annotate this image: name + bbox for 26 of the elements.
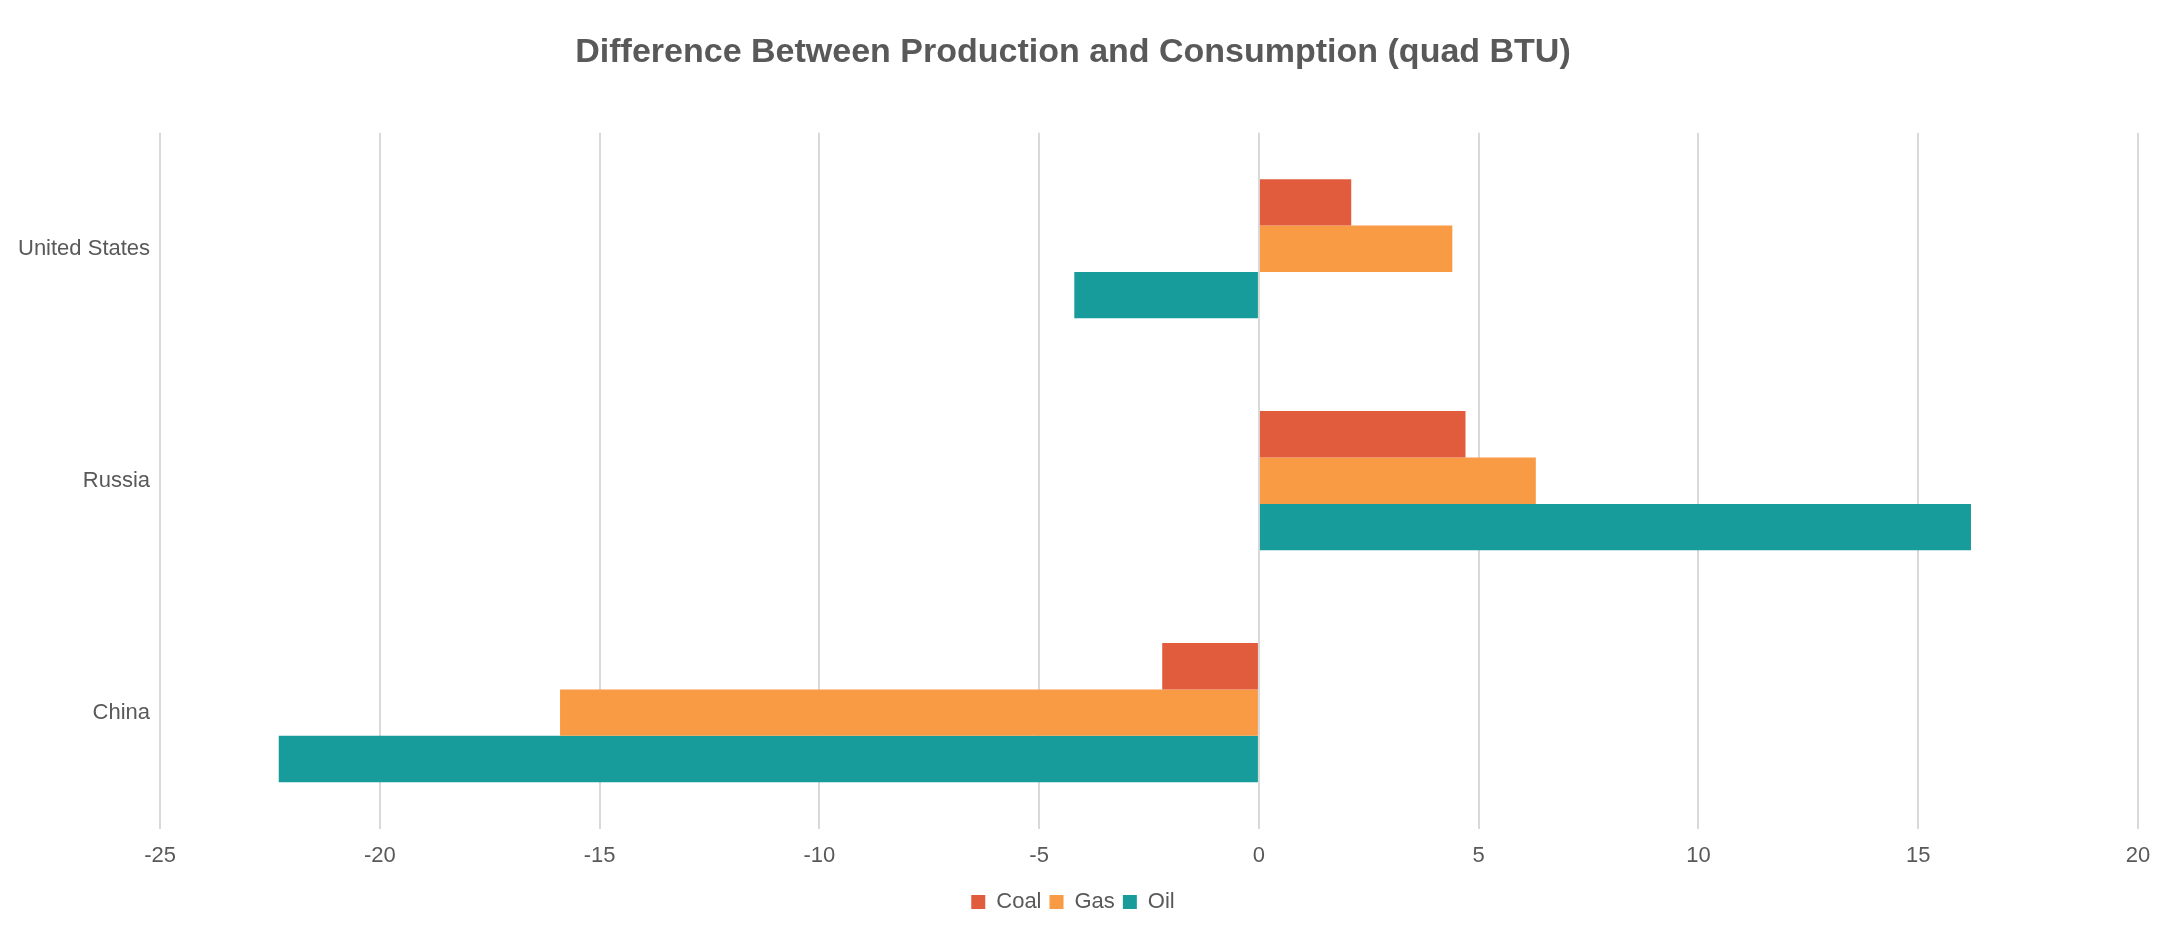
x-tick-label: -5 <box>1029 841 1049 867</box>
legend-label: Coal <box>996 888 1042 914</box>
x-tick-label: 0 <box>1252 841 1266 867</box>
x-tick-label: -20 <box>363 841 396 867</box>
legend-label: Oil <box>1147 888 1175 914</box>
bar <box>1259 411 1466 458</box>
x-tick-label: -10 <box>803 841 836 867</box>
bar <box>1162 643 1258 690</box>
bar <box>1259 503 1971 551</box>
x-tick-label: 15 <box>1905 841 1931 867</box>
x-tick-label: 20 <box>2125 841 2151 867</box>
y-tick-label: United States <box>18 234 151 260</box>
legend-label: Gas <box>1074 888 1115 914</box>
bar <box>278 735 1258 783</box>
x-tick-label: 10 <box>1686 841 1711 867</box>
bar <box>560 689 1258 736</box>
y-tick-label: Russia <box>82 466 151 492</box>
bar <box>1259 225 1453 272</box>
y-tick-label: China <box>92 698 151 724</box>
x-tick-label: 5 <box>1472 841 1485 867</box>
bar <box>1259 457 1536 504</box>
bar <box>1259 179 1352 226</box>
bar <box>1074 271 1258 319</box>
x-tick-label: -25 <box>144 841 176 867</box>
x-tick-label: -15 <box>583 841 616 867</box>
chart-title: Difference Between Production and Consumption (quad BTU) <box>575 30 1571 69</box>
